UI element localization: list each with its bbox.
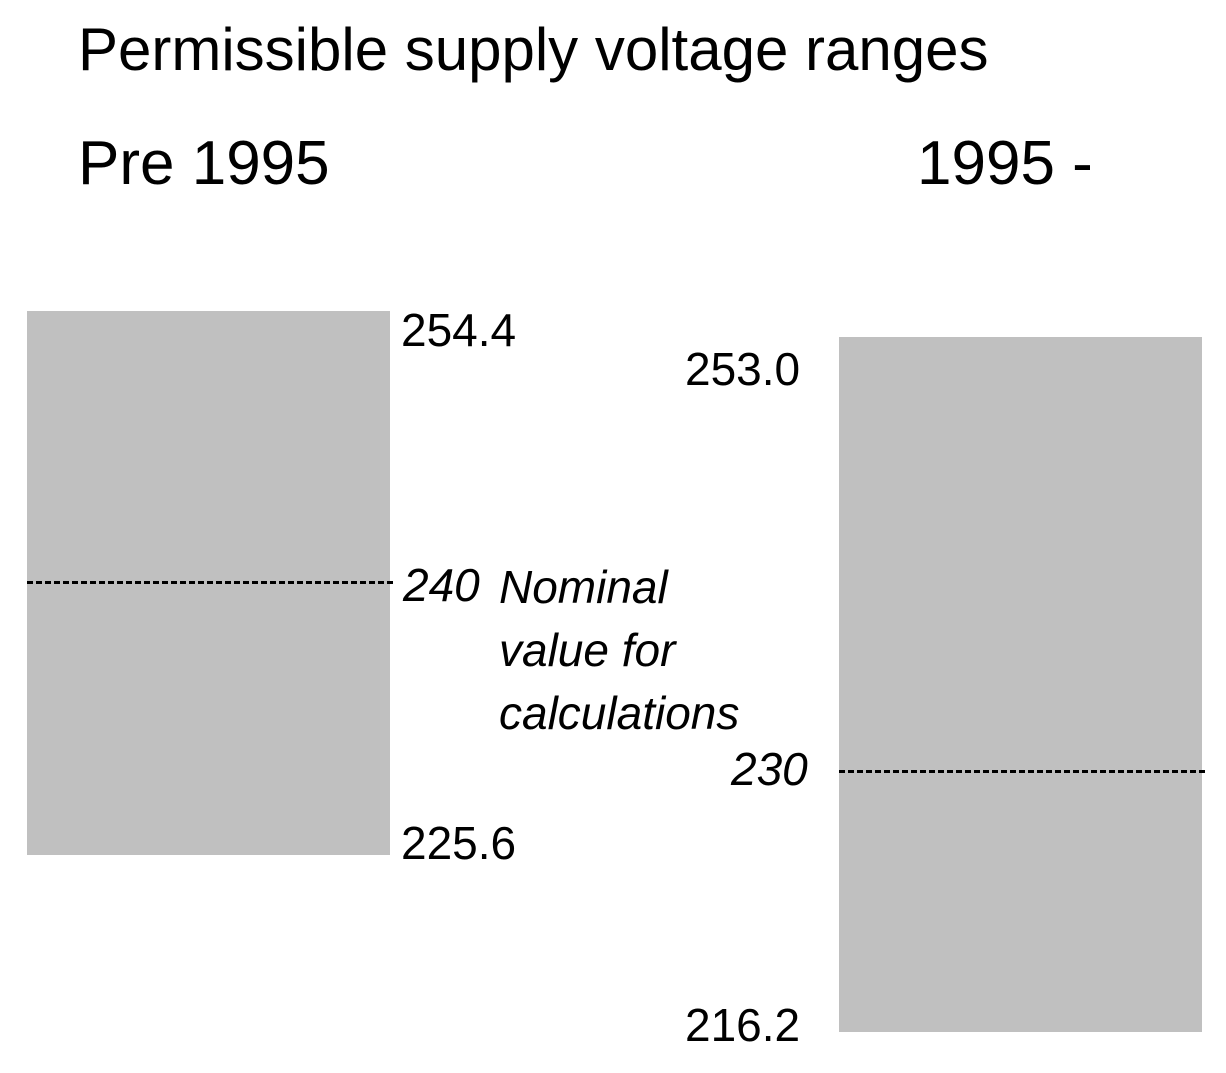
- nominal-note-line-2: value for: [499, 624, 676, 676]
- max-voltage-label-pre-1995: 254.4: [401, 304, 517, 356]
- min-voltage-label-1995-onward: 216.2: [685, 999, 801, 1051]
- period-heading-1995-onward: 1995 -: [917, 129, 1093, 198]
- period-heading-pre-1995: Pre 1995: [78, 129, 330, 198]
- nominal-voltage-line-1995-onward: [839, 770, 1205, 773]
- voltage-range-band-1995-onward: [839, 337, 1202, 1032]
- nominal-note-line-3: calculations: [499, 687, 740, 739]
- nominal-value-note: Nominal value for calculations: [499, 556, 799, 745]
- nominal-note-line-1: Nominal: [499, 561, 668, 613]
- max-voltage-label-1995-onward: 253.0: [685, 343, 801, 395]
- nominal-voltage-label-pre-1995: 240: [403, 559, 480, 611]
- min-voltage-label-pre-1995: 225.6: [401, 817, 517, 869]
- diagram-title: Permissible supply voltage ranges: [78, 16, 989, 83]
- nominal-voltage-line-pre-1995: [27, 581, 393, 584]
- nominal-voltage-label-1995-onward: 230: [731, 743, 808, 795]
